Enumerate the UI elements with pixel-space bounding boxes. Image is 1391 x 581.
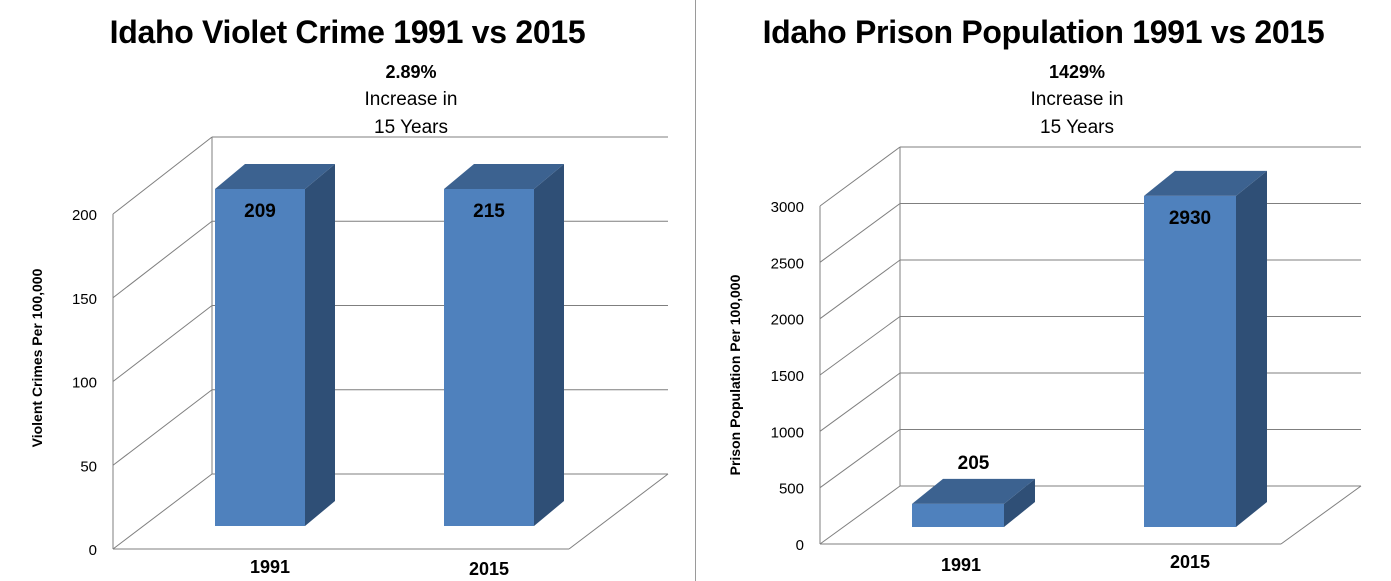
increase-percent: 1429% <box>1048 62 1106 82</box>
gridline-side <box>112 136 213 215</box>
bar <box>912 503 1004 527</box>
bar-top <box>215 164 335 189</box>
gridline-side <box>112 305 213 382</box>
bar-side <box>305 164 335 526</box>
gridline-side <box>819 203 901 263</box>
chart-title: Idaho Violet Crime 1991 vs 2015 <box>109 14 586 50</box>
gridline-side <box>112 389 213 466</box>
bar-side <box>1004 478 1035 527</box>
bar-top <box>1144 170 1267 196</box>
increase-period: 15 Years <box>374 117 448 138</box>
violent-crime-chart: 0 50 100 150 200 Violent Crimes Per 100,000 20… <box>29 136 669 579</box>
violent-crime-chart-panel: 0 50 100 150 200 Violent Crimes Per 100,000 20… <box>0 0 695 581</box>
y-tick-label: 0 <box>796 537 804 554</box>
bar <box>1144 195 1236 527</box>
y-tick-label: 2000 <box>771 312 804 329</box>
gridline-side <box>819 259 901 320</box>
gridline-side <box>112 220 213 299</box>
increase-label: Increase in <box>364 89 458 110</box>
gridline-side <box>112 473 213 550</box>
y-tick-label: 200 <box>72 207 97 224</box>
panel-divider <box>695 0 696 581</box>
gridline-side <box>819 146 901 207</box>
data-label: 205 <box>958 453 990 474</box>
bar-top <box>912 478 1035 504</box>
data-label: 209 <box>244 201 276 222</box>
increase-percent: 2.89% <box>385 62 437 82</box>
y-tick-label: 150 <box>72 291 97 308</box>
bar-side <box>1236 170 1267 527</box>
y-axis-title: Violent Crimes Per 100,000 <box>29 268 45 447</box>
y-tick-label: 100 <box>72 375 97 392</box>
y-tick-label: 0 <box>89 542 97 559</box>
increase-period: 15 Years <box>1040 117 1114 138</box>
y-tick-label: 500 <box>779 481 804 498</box>
floor-edge <box>1280 485 1362 545</box>
prison-population-chart-panel: 0 500 1000 1500 2000 2500 3000 Prison Populatio… <box>696 0 1391 581</box>
y-tick-label: 1000 <box>771 424 804 441</box>
gridline-side <box>819 372 901 432</box>
prison-population-chart: 0 500 1000 1500 2000 2500 3000 Prison Populatio… <box>727 146 1362 575</box>
increase-label: Increase in <box>1030 89 1124 110</box>
floor-edge <box>568 473 669 550</box>
y-tick-label: 1500 <box>771 368 804 385</box>
bar <box>444 189 534 526</box>
data-label: 215 <box>473 201 505 222</box>
y-tick-label: 2500 <box>771 255 804 272</box>
chart-title: Idaho Prison Population 1991 vs 2015 <box>762 14 1325 50</box>
x-tick-label: 1991 <box>941 555 981 575</box>
gridline-side <box>819 429 901 489</box>
gridline-side <box>819 485 901 545</box>
y-tick-label: 3000 <box>771 199 804 216</box>
data-label: 2930 <box>1169 208 1211 229</box>
y-tick-label: 50 <box>80 458 97 475</box>
bar-side <box>534 164 564 526</box>
x-tick-label: 1991 <box>250 557 290 577</box>
x-tick-label: 2015 <box>469 559 509 579</box>
gridline-side <box>819 316 901 376</box>
bar <box>215 189 305 526</box>
bar-top <box>444 164 564 189</box>
increase-note: 1429% Increase in 15 Years <box>977 58 1177 142</box>
increase-note: 2.89% Increase in 15 Years <box>311 58 511 142</box>
x-tick-label: 2015 <box>1170 552 1210 572</box>
y-axis-title: Prison Population Per 100,000 <box>727 274 743 475</box>
